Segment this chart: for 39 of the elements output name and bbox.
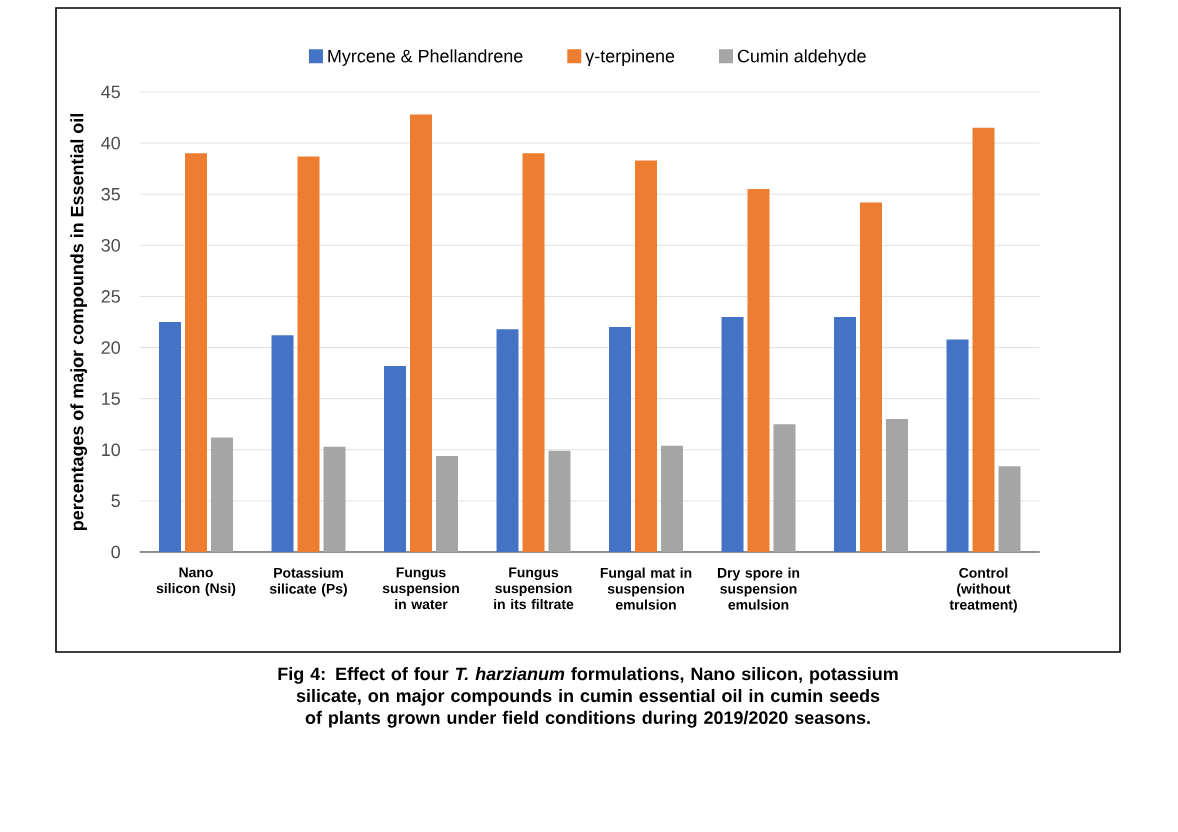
y-tick-label: 40 (101, 136, 121, 150)
legend-label: Myrcene & Phellandrene (328, 49, 523, 66)
text: Fig 4: Effect of four T. harzianum formulations, Nano silicon, potassium silicate, on major compounds in cumin essential oil in cumin seeds of plants grown under field conditions during 2019/2020 seasons. (278, 667, 898, 728)
bar (660, 445, 683, 552)
bar (384, 365, 407, 552)
bar (522, 153, 545, 552)
bar (323, 446, 346, 552)
bar (435, 455, 458, 552)
y-tick-label: 30 (101, 238, 121, 252)
y-tick-label: 5 (111, 494, 120, 508)
y-tick-label: 35 (101, 187, 120, 201)
bar (496, 329, 519, 552)
bar (635, 160, 657, 552)
bar (834, 316, 857, 552)
y-tick-label: 45 (101, 85, 120, 99)
bar (609, 327, 632, 552)
legend-label: γ-terpinene (585, 49, 675, 66)
bar (860, 202, 883, 552)
y-tick-label: 20 (101, 341, 121, 354)
y-axis-title: percentages of major compounds in Essential oil (70, 114, 88, 531)
bar (972, 127, 995, 552)
bar (185, 153, 207, 552)
y-tick-label: 25 (101, 290, 120, 303)
y-tick-label: 10 (102, 443, 121, 457)
bar (159, 322, 182, 552)
bar (410, 114, 432, 552)
bar (946, 339, 969, 552)
bar (721, 316, 744, 552)
bar (297, 156, 320, 552)
bar (210, 437, 233, 552)
bar (998, 466, 1021, 552)
legend-label: Cumin aldehyde (737, 49, 866, 66)
y-tick-label: 0 (111, 545, 121, 559)
bar (773, 424, 796, 552)
y-tick-label: 15 (102, 392, 120, 405)
bar (271, 335, 294, 552)
bar (885, 419, 908, 552)
bar (747, 189, 770, 552)
bar (548, 450, 571, 552)
